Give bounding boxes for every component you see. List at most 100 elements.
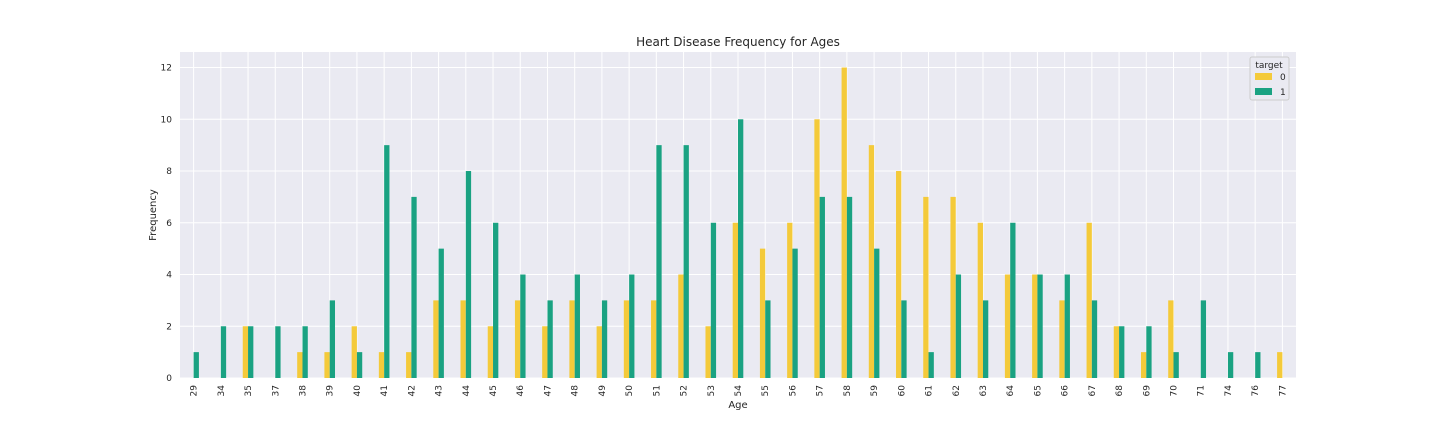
x-tick-label: 71 — [1197, 385, 1207, 396]
bar-series-1-48 — [574, 274, 580, 378]
y-tick-label: 4 — [166, 271, 172, 281]
bar-series-1-65 — [1037, 274, 1043, 378]
bar-series-0-39 — [324, 352, 330, 378]
bar-series-0-68 — [1113, 326, 1120, 378]
x-tick-label: 45 — [489, 385, 499, 396]
bar-series-0-61 — [923, 196, 929, 378]
y-tick-label: 2 — [166, 322, 172, 332]
bar-series-0-44 — [460, 300, 466, 378]
x-tick-label: 48 — [571, 385, 581, 397]
bar-series-1-43 — [438, 248, 444, 378]
bar-series-1-35 — [248, 326, 254, 378]
bar-series-0-40 — [351, 326, 357, 378]
bar-series-0-70 — [1168, 300, 1174, 378]
bar-series-1-34 — [220, 326, 227, 378]
bar-series-0-50 — [623, 300, 630, 378]
x-tick-label: 40 — [353, 385, 363, 397]
x-tick-label: 50 — [625, 385, 635, 397]
legend-label-1: 1 — [1280, 88, 1286, 98]
bar-series-1-46 — [520, 274, 526, 378]
x-tick-label: 38 — [298, 385, 308, 397]
bar-series-0-63 — [977, 222, 983, 378]
bar-series-1-60 — [901, 300, 907, 378]
x-tick-label: 66 — [1061, 385, 1071, 397]
x-tick-label: 37 — [271, 385, 281, 396]
x-tick-label: 55 — [761, 385, 771, 396]
bar-series-1-68 — [1119, 326, 1125, 378]
x-tick-label: 58 — [843, 385, 853, 397]
bar-series-0-60 — [896, 171, 902, 378]
bar-series-1-47 — [547, 300, 553, 378]
bar-series-0-49 — [596, 326, 602, 378]
chart-title: Heart Disease Frequency for Ages — [636, 35, 840, 49]
x-tick-label: 41 — [380, 385, 390, 396]
legend-title: target — [1255, 61, 1283, 71]
bar-series-1-69 — [1146, 326, 1152, 378]
bar-series-0-47 — [542, 326, 548, 378]
bar-series-1-49 — [601, 300, 608, 378]
bar-series-0-46 — [514, 300, 521, 378]
x-tick-label: 53 — [707, 385, 717, 396]
bar-series-1-39 — [329, 300, 336, 378]
x-tick-label: 42 — [407, 385, 417, 396]
y-tick-labels: 0 2 4 6 8 10 12 — [161, 64, 173, 384]
bar-series-1-38 — [302, 326, 308, 378]
bar-series-1-64 — [1010, 222, 1016, 378]
bar-series-1-63 — [982, 300, 989, 378]
x-tick-label: 46 — [516, 385, 526, 397]
y-tick-label: 8 — [166, 167, 172, 177]
bars — [193, 67, 1283, 379]
bar-series-0-69 — [1140, 352, 1147, 378]
bar-series-1-41 — [384, 145, 390, 378]
bar-series-0-51 — [651, 300, 657, 378]
x-tick-label: 61 — [925, 385, 935, 396]
bar-series-0-66 — [1059, 300, 1065, 378]
bar-series-0-38 — [297, 352, 303, 378]
x-tick-label: 35 — [244, 385, 254, 396]
x-tick-label: 52 — [680, 385, 690, 396]
bar-series-0-56 — [787, 222, 793, 378]
bar-series-1-59 — [874, 248, 880, 378]
bar-series-1-67 — [1091, 300, 1098, 378]
bar-series-0-45 — [487, 326, 494, 378]
y-tick-label: 0 — [166, 374, 172, 384]
x-tick-label: 59 — [870, 385, 880, 397]
x-tick-label: 74 — [1224, 385, 1234, 397]
bar-series-0-53 — [705, 326, 711, 378]
x-tick-label: 44 — [462, 385, 472, 397]
bar-series-0-77 — [1277, 352, 1283, 378]
bar-series-0-67 — [1086, 222, 1092, 378]
bar-series-1-54 — [738, 119, 744, 379]
x-tick-label: 64 — [1006, 385, 1016, 397]
bar-series-0-59 — [868, 145, 875, 378]
bar-series-1-62 — [955, 274, 962, 378]
x-tick-label: 70 — [1170, 385, 1180, 397]
x-tick-label: 76 — [1251, 385, 1261, 397]
bar-series-0-62 — [950, 196, 956, 378]
bar-series-1-29 — [193, 352, 199, 378]
bar-series-1-55 — [765, 300, 771, 378]
bar-series-0-55 — [759, 248, 766, 378]
bar-series-1-52 — [683, 145, 689, 378]
bar-series-0-57 — [814, 119, 820, 379]
bar-series-0-54 — [732, 222, 738, 378]
bar-series-1-51 — [656, 145, 662, 378]
bar-series-0-65 — [1032, 274, 1038, 378]
legend-swatch-0 — [1255, 73, 1272, 80]
x-tick-label: 54 — [734, 385, 744, 397]
bar-series-1-57 — [819, 196, 825, 378]
x-tick-label: 67 — [1088, 385, 1098, 396]
x-axis-label: Age — [728, 400, 747, 411]
y-axis-label: Frequency — [148, 189, 159, 241]
bar-series-0-42 — [406, 352, 412, 378]
x-tick-label: 34 — [217, 385, 227, 397]
x-tick-label: 29 — [190, 385, 200, 397]
x-tick-label: 65 — [1033, 385, 1043, 396]
bar-series-1-53 — [710, 222, 717, 378]
bar-series-0-64 — [1004, 274, 1011, 378]
x-tick-label: 60 — [897, 385, 907, 397]
x-tick-label: 39 — [326, 385, 336, 397]
bar-series-1-70 — [1173, 352, 1179, 378]
bar-series-1-71 — [1200, 300, 1207, 378]
